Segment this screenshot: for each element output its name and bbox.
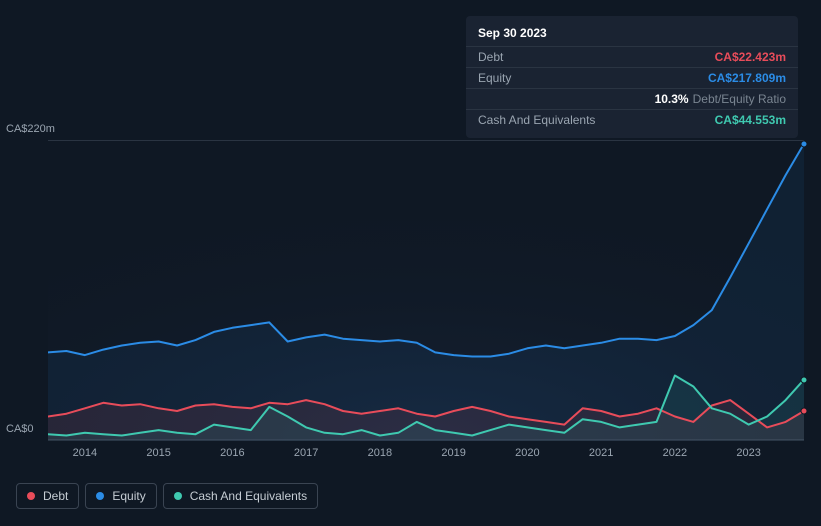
tooltip-date: Sep 30 2023	[466, 24, 798, 46]
x-axis-tick-label: 2023	[736, 447, 760, 459]
x-axis-tick-label: 2022	[663, 447, 687, 459]
tooltip-row-label: Equity	[478, 71, 511, 85]
legend-dot-icon	[96, 492, 104, 500]
legend-item-cash-and-equivalents[interactable]: Cash And Equivalents	[163, 483, 318, 509]
x-axis-tick-label: 2021	[589, 447, 613, 459]
x-axis-tick-label: 2018	[368, 447, 392, 459]
tooltip-row: Equity CA$217.809m	[466, 67, 798, 88]
series-end-marker	[801, 376, 808, 383]
chart-legend: Debt Equity Cash And Equivalents	[16, 483, 318, 509]
tooltip-row-value: CA$217.809m	[708, 71, 786, 85]
x-axis-tick-label: 2020	[515, 447, 539, 459]
financial-chart: CA$220m CA$0 201420152016201720182019202…	[16, 125, 804, 465]
x-axis-tick-label: 2017	[294, 447, 318, 459]
x-axis-tick-label: 2019	[441, 447, 465, 459]
legend-label: Debt	[43, 489, 68, 503]
series-end-marker	[801, 140, 808, 147]
legend-dot-icon	[27, 492, 35, 500]
tooltip-row-value: 10.3%Debt/Equity Ratio	[655, 92, 786, 106]
legend-label: Equity	[112, 489, 145, 503]
x-axis-tick-label: 2014	[73, 447, 97, 459]
legend-dot-icon	[174, 492, 182, 500]
legend-label: Cash And Equivalents	[190, 489, 307, 503]
x-axis-tick-label: 2015	[146, 447, 170, 459]
tooltip-row: 10.3%Debt/Equity Ratio	[466, 88, 798, 109]
tooltip-row-value: CA$22.423m	[715, 50, 786, 64]
tooltip-row-suffix: Debt/Equity Ratio	[693, 92, 786, 106]
legend-item-equity[interactable]: Equity	[85, 483, 156, 509]
x-axis-labels: 2014 2015 2016 2017 2018 2019 2020 2021 2022 2023	[48, 447, 804, 463]
tooltip-row-label: Debt	[478, 50, 503, 64]
legend-item-debt[interactable]: Debt	[16, 483, 79, 509]
series-end-marker	[801, 408, 808, 415]
x-axis-tick-label: 2016	[220, 447, 244, 459]
tooltip-row: Debt CA$22.423m	[466, 46, 798, 67]
summary-tooltip: Sep 30 2023 Debt CA$22.423m Equity CA$217.8…	[466, 16, 798, 138]
y-axis-max-label: CA$220m	[6, 123, 62, 135]
plot-area	[48, 140, 804, 440]
y-axis-min-label: CA$0	[6, 423, 46, 435]
